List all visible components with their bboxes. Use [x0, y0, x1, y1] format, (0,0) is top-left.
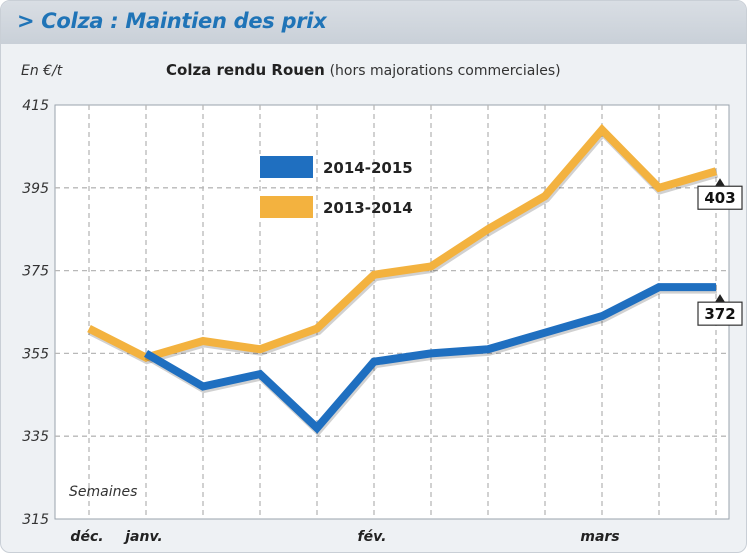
series-line-2013-2014 [87, 123, 718, 362]
y-tick-label: 415 [22, 98, 49, 114]
chart-subtitle: Colza rendu Rouen (hors majorations comm… [166, 61, 561, 79]
series-lines [87, 123, 719, 437]
y-axis-ticks: 315 335 355 375 395 415 [22, 98, 49, 528]
chart-header-title: > Colza : Maintien des prix [17, 9, 327, 33]
end-labels: 372 403 [697, 178, 743, 326]
x-tick-label: fév. [358, 529, 387, 545]
x-tick-label: janv. [123, 529, 163, 545]
end-label-value: 372 [704, 305, 735, 323]
legend: 2014-2015 2013-2014 [258, 154, 413, 220]
subtitle-bold: Colza rendu Rouen [166, 61, 325, 79]
legend-label: 2014-2015 [323, 159, 413, 177]
y-tick-label: 395 [22, 181, 49, 197]
end-label-box [697, 301, 743, 326]
y-tick-label: 375 [22, 264, 49, 280]
series-line-2014-2015 [143, 283, 716, 434]
end-label-box [697, 185, 743, 210]
subtitle-light: (hors majorations commerciales) [329, 63, 561, 79]
y-tick-label: 355 [22, 346, 49, 362]
legend-label: 2013-2014 [323, 199, 413, 217]
x-tick-label: mars [580, 529, 619, 545]
y-tick-label: 335 [22, 429, 49, 445]
header-bar: > Colza : Maintien des prix [1, 1, 746, 44]
y-tick-label: 315 [22, 512, 49, 528]
legend-swatch [258, 154, 315, 180]
unit-label: En €/t [21, 63, 63, 79]
x-axis-label: Semaines [69, 484, 138, 500]
x-tick-label: déc. [70, 529, 103, 545]
end-label-pointer [715, 294, 725, 303]
legend-swatch [258, 194, 315, 220]
x-axis-ticks: déc. janv. fév. mars [70, 529, 619, 545]
end-label-value: 403 [704, 189, 735, 207]
end-label-pointer [715, 178, 725, 187]
